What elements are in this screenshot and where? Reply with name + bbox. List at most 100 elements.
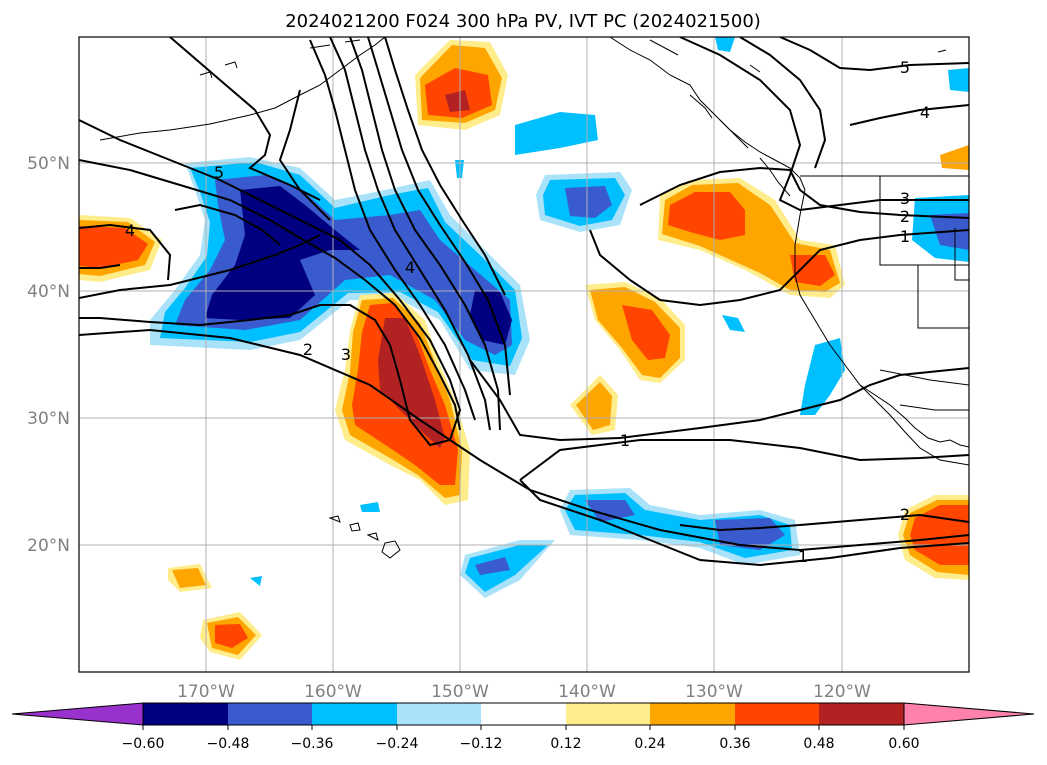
colorbar-swatch [481,703,566,725]
pv-fill-ne [940,145,969,170]
colorbar-tick-label: −0.12 [460,736,503,752]
coast-aleutians [99,37,386,141]
pv-fill-sw2-r [215,624,248,648]
colorbar-swatch [650,703,735,725]
contour-jet-4 [349,37,501,431]
contour-1-west-trough [79,119,462,447]
colorbar-tick-label: −0.24 [376,736,419,752]
pv-fill-baja [800,338,845,415]
lat-label-20n: 20°N [27,536,70,556]
pv-fill-dot-sw [250,576,262,586]
contour-2-south [679,513,969,532]
gridlines [79,37,969,672]
colorbar-tick-label: 0.36 [719,736,750,752]
lon-label-170w: 170°W [177,682,235,702]
lon-label-130w: 130°W [685,682,743,702]
colorbar-ticks [142,725,905,730]
pv-fill-top-blob [715,37,735,52]
pv-fill-ne-corner [948,68,969,92]
contour-jet-3 [329,37,491,431]
pv-fill-subtrop-b [585,500,785,550]
colorbar-tick-label: −0.48 [207,736,250,752]
colorbar-swatch [819,703,904,725]
pv-fill-ridge-d [378,318,445,448]
contour-jet-5 [367,37,511,396]
pv-fill-blob-north [515,112,598,155]
contour-1-mid [469,359,969,442]
longitude-labels: 170°W 160°W 150°W 140°W 130°W 120°W [177,682,871,702]
pv-fill-dot-hawaii [360,502,380,512]
contour-labels: 5 5 4 4 4 3 3 2 2 2 1 1 1 [125,58,930,566]
colorbar-swatch [397,703,481,725]
colorbar-extend-high [903,702,1035,726]
contour-label-1-s: 1 [798,547,808,566]
contour-label-5-ne: 5 [900,58,910,77]
lon-label-150w: 150°W [431,682,489,702]
colorbar-swatch [143,703,228,725]
contour-label-3-ne: 3 [900,189,910,208]
contour-jet-1 [169,37,321,201]
contour-4-west [79,223,172,281]
map-title: 2024021200 F024 300 hPa PV, IVT PC (2024… [285,11,761,32]
contour-5-west [174,203,281,246]
contour-label-2-se: 2 [900,505,910,524]
colorbar-tick-label: −0.60 [122,736,165,752]
contour-label-4-ne: 4 [920,103,930,122]
pv-fill-west-edge-r [79,226,148,268]
contour-label-2-ne: 2 [900,207,910,226]
contour-4-northeast [739,37,969,169]
pv-fill-mid-r [622,305,670,360]
contour-label-2: 2 [303,340,313,359]
border-mexico [879,369,969,411]
border-canada-us [800,175,969,329]
contour-2-west-trough [79,159,461,431]
pv-positive-fills [79,40,969,660]
pv-fill-north-blob-d [445,90,470,112]
colorbar-swatch [228,703,312,725]
lon-label-140w: 140°W [558,682,616,702]
colorbar-tick-label: 0.48 [803,736,834,752]
contour-label-4-mid: 4 [405,258,415,277]
lon-label-120w: 120°W [813,682,871,702]
colorbar: −0.60 −0.48 −0.36 −0.24 −0.12 0.12 0.24 … [11,702,1035,752]
map-frame [78,36,970,673]
pv-fill-pnw-r [668,192,835,286]
lat-label-30n: 30°N [27,409,70,429]
contour-label-4: 4 [125,221,135,240]
pv-fill-dot-east [722,315,745,332]
pv-fill-sw1-o [172,568,206,588]
contour-jet-2 [309,39,476,421]
contour-label-3: 3 [341,345,351,364]
contour-2-northeast [639,166,969,219]
contour-3-west-trough [79,234,321,299]
contour-label-1: 1 [620,431,630,450]
coast-west-us [794,189,969,466]
contour-label-5: 5 [214,163,224,182]
lat-label-50n: 50°N [27,154,70,174]
colorbar-tick-label: 0.24 [634,736,665,752]
pv-fill-navy-east [470,290,512,345]
contour-5-northeast [779,37,969,72]
colorbar-swatch [312,703,397,725]
coast-hawaii [328,515,401,559]
latitude-labels: 50°N 40°N 30°N 20°N [27,154,70,556]
pv-fill-blob-nw-b [565,186,612,218]
contour-1-loop [519,439,969,567]
contour-1-northeast [589,229,969,307]
colorbar-swatch [735,703,819,725]
colorbar-tick-label: −0.36 [291,736,334,752]
lat-label-40n: 40°N [27,282,70,302]
contour-ridge-1 [278,89,331,221]
contour-label-1-ne: 1 [900,227,910,246]
colorbar-extend-low [11,702,144,726]
lon-label-160w: 160°W [304,682,362,702]
contour-jet-6 [384,37,506,296]
ivt-contours [79,37,969,567]
colorbar-tick-label: 0.12 [550,736,581,752]
pv-fill-blob-sw-b [475,557,510,575]
colorbar-frame [142,702,905,726]
contour-3-northeast [679,37,969,212]
coast-baja [859,384,969,448]
colorbar-swatch [566,703,650,725]
